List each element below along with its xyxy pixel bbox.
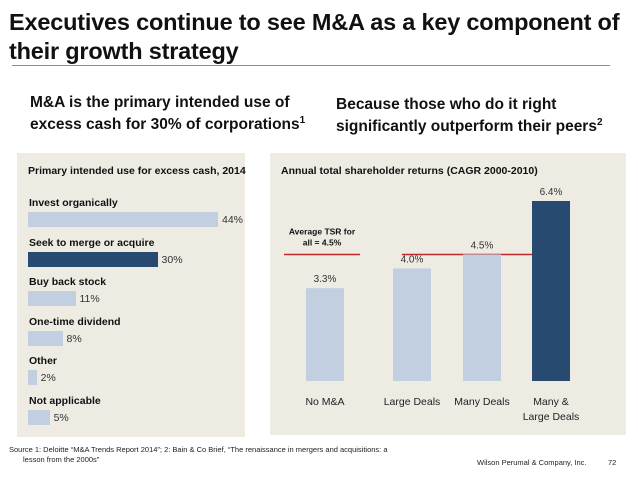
right-footnote-marker: 2	[596, 116, 603, 128]
bar-category-label: Other	[29, 355, 58, 367]
x-tick-label: No M&A	[305, 396, 344, 408]
slide-title: Executives continue to see M&A as a key …	[9, 9, 620, 64]
source-line-2: lesson from the 2000s”	[23, 455, 100, 464]
right-subheading: Because those who do it right significan…	[336, 94, 636, 138]
source-line-1: Source 1: Deloitte “M&A Trends Report 20…	[9, 445, 388, 454]
bar-category-label: Buy back stock	[29, 276, 107, 288]
x-tick-label: Large Deals	[384, 396, 441, 408]
left-subheading: M&A is the primary intended use of exces…	[30, 92, 330, 136]
right-subheading-text: Because those who do it right significan…	[336, 96, 597, 135]
bar-category-label: Seek to merge or acquire	[29, 236, 155, 249]
tsr-chart-panel: Annual total shareholder returns (CAGR 2…	[270, 153, 626, 435]
bar-value-label: 5%	[53, 411, 69, 424]
bar	[393, 268, 431, 381]
bar-value-label: 11%	[79, 293, 100, 305]
x-tick-label: Many &	[533, 396, 569, 408]
bar-value-label: 3.3%	[314, 274, 337, 285]
bar	[532, 201, 570, 381]
bar	[28, 330, 63, 346]
bar-category-label: One-time dividend	[29, 315, 121, 328]
x-tick-label: Large Deals	[523, 411, 580, 423]
left-footnote-marker: 1	[299, 114, 306, 126]
average-label-line1: Average TSR for	[289, 226, 356, 236]
bar	[306, 288, 344, 381]
x-tick-label: Many Deals	[454, 396, 509, 408]
bar	[28, 251, 158, 267]
company-name: Wilson Perumal & Company, Inc.	[477, 458, 587, 467]
bar-value-label: 8%	[66, 332, 82, 345]
bar-value-label: 2%	[40, 372, 56, 384]
bar	[28, 291, 76, 306]
bar	[28, 370, 37, 385]
bar-value-label: 44%	[222, 214, 244, 226]
bar-value-label: 6.4%	[540, 187, 563, 198]
bar	[463, 254, 501, 381]
tsr-chart-title: Annual total shareholder returns (CAGR 2…	[281, 165, 538, 177]
bar	[28, 409, 50, 425]
bar-value-label: 4.0%	[401, 255, 424, 266]
excess-cash-chart-panel: Primary intended use for excess cash, 20…	[17, 153, 246, 437]
bar-value-label: 30%	[161, 253, 183, 266]
bar-category-label: Not applicable	[29, 394, 101, 407]
source-footnote: Source 1: Deloitte “M&A Trends Report 20…	[9, 445, 479, 465]
page-number: 72	[608, 458, 617, 467]
left-subheading-text: M&A is the primary intended use of exces…	[30, 94, 300, 133]
bar-value-label: 4.5%	[471, 240, 494, 251]
bar-category-label: Invest organically	[29, 197, 118, 209]
average-label-line2: all = 4.5%	[303, 237, 342, 247]
title-divider	[12, 65, 610, 66]
excess-cash-chart-title: Primary intended use for excess cash, 20…	[28, 165, 246, 177]
bar	[28, 212, 218, 227]
